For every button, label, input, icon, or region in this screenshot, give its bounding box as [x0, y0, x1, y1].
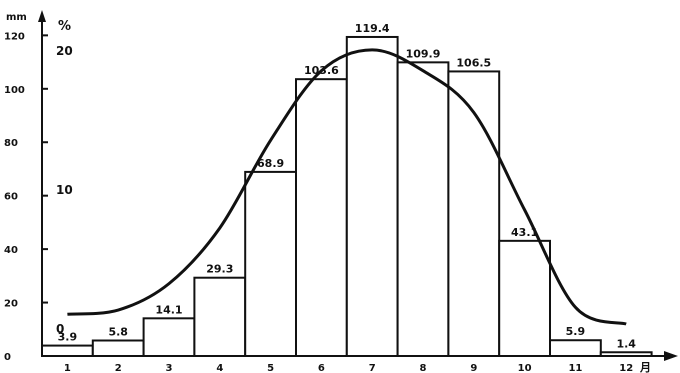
x-tick-label: 10: [518, 363, 532, 373]
left-axis-unit: mm: [6, 12, 27, 23]
bar-value-label: 14.1: [155, 303, 182, 316]
bar: [193, 276, 247, 357]
x-tick-label: 3: [166, 363, 173, 373]
left-tick-label: 20: [4, 299, 18, 310]
bar-value-labels: 3.9 5.814.129.368.9103.6119.4109.9106.543…: [58, 22, 637, 350]
left-tick-label: 0: [4, 352, 11, 363]
right-tick-label: 0: [56, 322, 64, 336]
x-tick-label: 11: [568, 363, 582, 373]
left-tick-label: 120: [4, 31, 25, 42]
bar: [498, 239, 552, 358]
x-tick-label: 4: [216, 363, 223, 373]
bar-value-label: 3.9: [58, 331, 78, 344]
bar-series: [41, 35, 653, 358]
right-tick-label: 10: [56, 183, 73, 197]
left-tick-label: 100: [4, 85, 25, 96]
right-axis-ticks: 0 10 20: [56, 44, 73, 336]
bar-value-label: 68.9: [257, 157, 284, 170]
bar: [295, 78, 348, 358]
x-tick-label: 5: [267, 363, 274, 373]
x-tick-label: 7: [369, 363, 376, 373]
bar: [345, 35, 399, 358]
percentage-line: [67, 48, 627, 326]
right-axis: % 0 10 20: [56, 19, 73, 336]
bar: [244, 170, 297, 357]
x-tick-label: 12: [619, 363, 633, 373]
right-tick-label: 20: [56, 44, 73, 58]
left-axis-ticks: 0 20 40 60 80 100 120: [4, 31, 48, 363]
bar-value-label: 109.9: [406, 47, 441, 60]
left-axis-arrow: [38, 10, 46, 22]
x-tick-label: 8: [420, 363, 427, 373]
left-tick-label: 80: [4, 138, 18, 149]
bar: [396, 61, 450, 357]
bar: [599, 351, 653, 357]
bar-value-label: 1.4: [616, 337, 636, 350]
bar-value-label: 5.9: [566, 325, 586, 338]
bar-value-label: 43.1: [511, 226, 538, 239]
bar: [91, 339, 145, 358]
bar: [142, 317, 196, 357]
x-axis-arrow: [664, 351, 678, 361]
bar-value-label: 29.3: [206, 263, 233, 276]
right-axis-unit: %: [58, 19, 71, 34]
bar-value-label: 5.8: [108, 326, 128, 339]
x-tick-label: 6: [318, 363, 325, 373]
bar-value-label: 119.4: [355, 22, 390, 35]
left-axis: mm 0 20 40 60 80 100 120: [4, 10, 48, 363]
bar-value-label: 106.5: [456, 56, 491, 69]
bar: [549, 339, 602, 357]
x-axis-ticks: 1 2 3 4 5 6 7 8 9 10 11 12: [64, 363, 633, 373]
x-tick-label: 2: [115, 363, 122, 373]
x-tick-label: 1: [64, 363, 71, 373]
left-tick-label: 60: [4, 192, 18, 203]
bar: [447, 70, 501, 357]
x-axis-unit: 月: [639, 361, 651, 373]
left-tick-label: 40: [4, 245, 18, 256]
x-tick-label: 9: [470, 363, 477, 373]
bar: [41, 344, 94, 357]
